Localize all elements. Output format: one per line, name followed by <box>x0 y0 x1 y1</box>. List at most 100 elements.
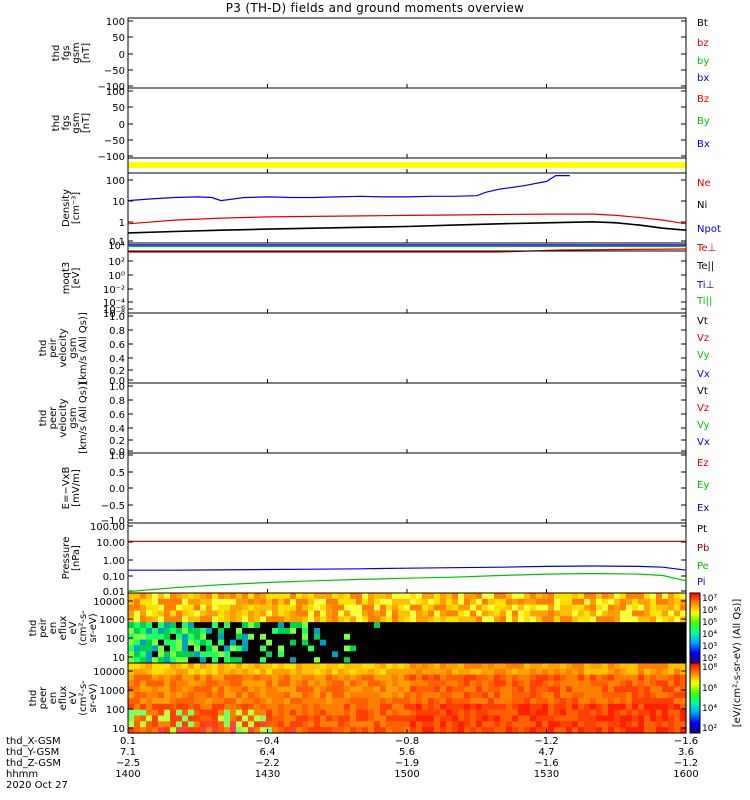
heatmap-cell <box>170 651 177 658</box>
heatmap-cell <box>644 715 651 722</box>
heatmap-cell <box>518 651 525 658</box>
heatmap-cell <box>536 721 543 728</box>
heatmap-cell <box>140 715 147 722</box>
heatmap-cell <box>578 703 585 711</box>
heatmap-cell <box>254 721 261 728</box>
heatmap-cell <box>212 616 219 623</box>
heatmap-cell <box>206 593 213 600</box>
heatmap-cell <box>194 727 201 734</box>
heatmap-cell <box>362 645 369 652</box>
heatmap-cell <box>590 674 597 682</box>
heatmap-cell <box>362 616 369 623</box>
heatmap-cell <box>530 680 537 687</box>
heatmap-cell <box>356 598 363 606</box>
heatmap-cell <box>236 610 243 617</box>
heatmap-cell <box>152 633 159 641</box>
heatmap-cell <box>260 721 267 728</box>
heatmap-cell <box>242 663 249 670</box>
heatmap-cell <box>302 698 309 705</box>
heatmap-cell <box>524 692 531 699</box>
heatmap-cell <box>182 633 189 641</box>
heatmap-cell <box>674 703 681 711</box>
heatmap-cell <box>314 715 321 722</box>
heatmap-cell <box>614 616 621 623</box>
heatmap-cell <box>650 686 657 693</box>
heatmap-cell <box>632 692 639 699</box>
heatmap-cell <box>272 668 279 676</box>
heatmap-cell <box>332 633 339 641</box>
heatmap-cell <box>506 727 513 734</box>
heatmap-cell <box>596 680 603 687</box>
y-axis-label: eV <box>68 691 79 704</box>
heatmap-cell <box>548 628 555 635</box>
heatmap-cell <box>128 692 135 699</box>
heatmap-cell <box>446 715 453 722</box>
heatmap-cell <box>206 657 213 664</box>
heatmap-cell <box>194 680 201 687</box>
heatmap-cell <box>500 639 507 647</box>
x-tick-label: −2.5 <box>116 758 140 769</box>
heatmap-cell <box>494 692 501 699</box>
heatmap-cell <box>560 709 567 717</box>
heatmap-cell <box>470 680 477 687</box>
heatmap-cell <box>476 598 483 606</box>
heatmap-cell <box>326 645 333 652</box>
heatmap-cell <box>656 692 663 699</box>
heatmap-cell <box>554 628 561 635</box>
heatmap-cell <box>224 721 231 728</box>
heatmap-cell <box>254 593 261 600</box>
heatmap-cell <box>548 598 555 606</box>
heatmap-cell <box>248 721 255 728</box>
heatmap-cell <box>614 622 621 629</box>
heatmap-cell <box>392 668 399 676</box>
heatmap-cell <box>512 668 519 676</box>
heatmap-cell <box>404 709 411 717</box>
heatmap-cell <box>638 692 645 699</box>
y-axis-label: peer <box>38 686 49 710</box>
heatmap-cell <box>416 598 423 606</box>
heatmap-cell <box>224 686 231 693</box>
heatmap-cell <box>428 593 435 600</box>
heatmap-cell <box>638 628 645 635</box>
heatmap-cell <box>176 692 183 699</box>
heatmap-cell <box>434 686 441 693</box>
heatmap-cell <box>176 633 183 641</box>
heatmap-cell <box>188 622 195 629</box>
heatmap-cell <box>578 698 585 705</box>
heatmap-cell <box>590 715 597 722</box>
heatmap-cell <box>608 727 615 734</box>
heatmap-cell <box>140 663 147 670</box>
heatmap-cell <box>332 727 339 734</box>
heatmap-cell <box>140 674 147 682</box>
heatmap-cell <box>368 686 375 693</box>
heatmap-cell <box>572 633 579 641</box>
y-tick-label: −50 <box>104 66 125 77</box>
heatmap-cell <box>500 593 507 600</box>
heatmap-cell <box>446 692 453 699</box>
heatmap-cell <box>620 639 627 647</box>
heatmap-cell <box>644 674 651 682</box>
heatmap-cell <box>524 668 531 676</box>
heatmap-cell <box>200 639 207 647</box>
heatmap-cell <box>638 709 645 717</box>
heatmap-cell <box>380 639 387 647</box>
heatmap-cell <box>344 692 351 699</box>
heatmap-cell <box>536 703 543 711</box>
heatmap-cell <box>236 593 243 600</box>
heatmap-cell <box>602 604 609 612</box>
heatmap-cell <box>428 703 435 711</box>
heatmap-cell <box>494 593 501 600</box>
heatmap-cell <box>524 715 531 722</box>
heatmap-cell <box>188 721 195 728</box>
heatmap-cell <box>584 598 591 606</box>
heatmap-cell <box>224 610 231 617</box>
heatmap-cell <box>542 616 549 623</box>
heatmap-cell <box>146 610 153 617</box>
colorbar-tick-label: 10³ <box>702 642 717 652</box>
heatmap-cell <box>572 593 579 600</box>
heatmap-cell <box>662 633 669 641</box>
heatmap-cell <box>488 663 495 670</box>
heatmap-cell <box>488 616 495 623</box>
heatmap-cell <box>590 727 597 734</box>
heatmap-cell <box>266 663 273 670</box>
